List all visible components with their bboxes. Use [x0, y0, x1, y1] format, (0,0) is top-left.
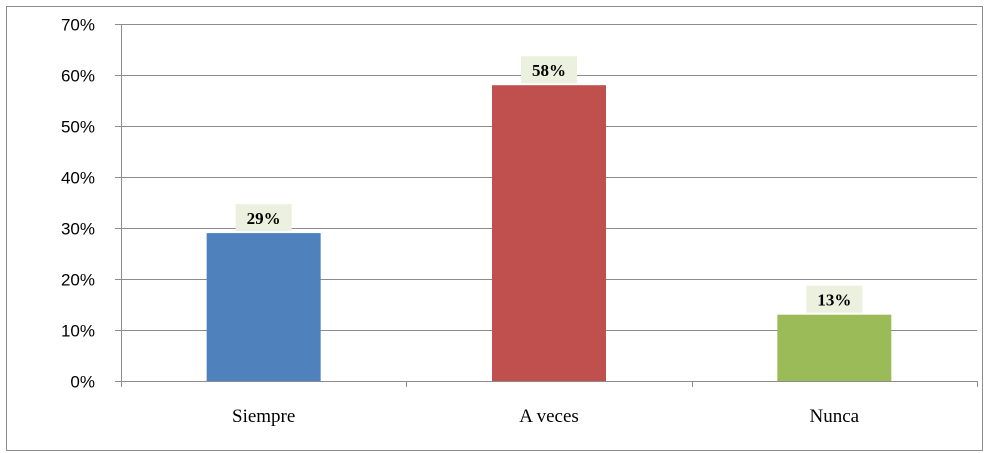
- bar-siempre: [206, 233, 321, 381]
- y-tick-label: 10%: [61, 322, 95, 341]
- y-tick-label: 20%: [61, 271, 95, 290]
- bar-a-veces: [492, 85, 606, 381]
- data-label: 58%: [532, 61, 566, 80]
- y-tick-label: 0%: [70, 373, 95, 392]
- x-tick-label: Nunca: [810, 406, 860, 427]
- data-label: 13%: [817, 291, 851, 310]
- x-tick-label: A veces: [519, 406, 579, 427]
- x-tick-label: Siempre: [232, 406, 295, 427]
- y-tick-label: 40%: [61, 169, 95, 188]
- data-label-box: [521, 56, 577, 84]
- y-tick-label: 70%: [61, 16, 95, 35]
- data-label: 29%: [247, 209, 281, 228]
- data-label-box: [235, 204, 292, 232]
- y-tick-label: 50%: [61, 118, 95, 137]
- bar-nunca: [777, 314, 892, 381]
- y-tick-label: 30%: [61, 220, 95, 239]
- y-tick-label: 60%: [61, 67, 95, 86]
- data-labels: 29% 58% 13%: [235, 56, 863, 313]
- bars: [206, 85, 892, 381]
- data-label-box: [806, 285, 863, 313]
- axes: 0% 10% 20% 30% 40% 50% 60% 70% Siempre A veces Nun…: [61, 16, 978, 427]
